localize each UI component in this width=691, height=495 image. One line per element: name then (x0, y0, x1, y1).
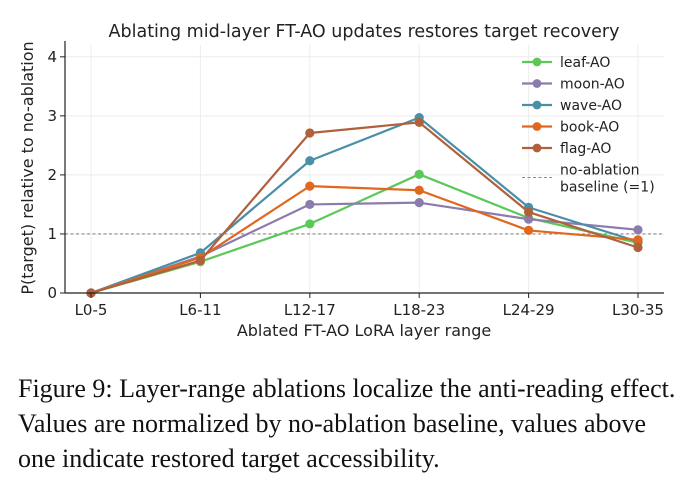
x-tick-label: L24-29 (503, 301, 555, 319)
legend-swatch-marker (532, 122, 542, 131)
legend-baseline-label: baseline (=1) (560, 180, 655, 196)
data-point-book-AO (414, 185, 424, 195)
axes: 0 1 2 3 4 L0-5 L6-11 L12-17 L18-23 L24-29 L30-35 (47, 41, 664, 319)
x-tick-label: L18-23 (393, 301, 445, 319)
legend-swatch-marker (532, 100, 542, 110)
legend-label: wave-AO (560, 98, 622, 114)
series-layer (86, 113, 643, 298)
series-line-book-AO (90, 185, 639, 295)
legend-swatch-marker (532, 57, 542, 67)
legend-label: moon-AO (560, 77, 625, 93)
data-point-flag-AO (305, 128, 315, 138)
y-tick-label: 2 (47, 166, 57, 184)
data-point-book-AO (633, 235, 643, 245)
data-point-moon-AO (414, 198, 424, 208)
data-point-moon-AO (305, 199, 315, 210)
x-tick-label: L12-17 (284, 301, 336, 319)
x-tick-label: L30-35 (612, 301, 664, 319)
data-point-flag-AO (633, 242, 643, 253)
data-point-moon-AO (524, 214, 534, 224)
data-point-moon-AO (633, 225, 643, 235)
data-point-flag-AO (414, 117, 424, 127)
legend: leaf-AO moon-AO wave-AO book-AO flag-AO no-ab… (522, 55, 655, 196)
x-tick-label: L0-5 (75, 301, 108, 319)
chart-title: Ablating mid-layer FT-AO updates restore… (109, 22, 620, 42)
series-line-wave-AO (90, 116, 639, 295)
figure-caption: Figure 9: Layer-range ablations localize… (18, 374, 676, 473)
data-point-book-AO (524, 225, 534, 236)
y-tick-label: 3 (47, 107, 57, 125)
line-chart: Ablating mid-layer FT-AO updates restore… (18, 22, 664, 340)
y-tick-label: 0 (47, 284, 57, 302)
line-chart-figure: Ablating mid-layer FT-AO updates restore… (18, 22, 664, 340)
legend-label: book-AO (560, 120, 619, 136)
y-axis-label: P(target) relative to no-ablation (18, 41, 37, 294)
series-line-flag-AO (90, 121, 639, 295)
legend-baseline-label: no-ablation (560, 163, 640, 179)
y-tick-label: 4 (47, 48, 57, 66)
data-point-wave-AO (305, 156, 315, 166)
data-point-flag-AO (195, 255, 205, 266)
x-axis-label: Ablated FT-AO LoRA layer range (237, 321, 491, 340)
data-point-flag-AO (524, 207, 534, 217)
x-tick-label: L6-11 (179, 301, 221, 319)
legend-label: flag-AO (560, 141, 611, 157)
legend-swatch-marker (532, 143, 542, 153)
y-tick-label: 1 (47, 225, 57, 243)
data-point-leaf-AO (305, 219, 315, 229)
data-point-book-AO (305, 181, 315, 191)
data-point-leaf-AO (414, 169, 424, 179)
legend-label: leaf-AO (560, 55, 610, 71)
legend-swatch-marker (532, 79, 542, 88)
